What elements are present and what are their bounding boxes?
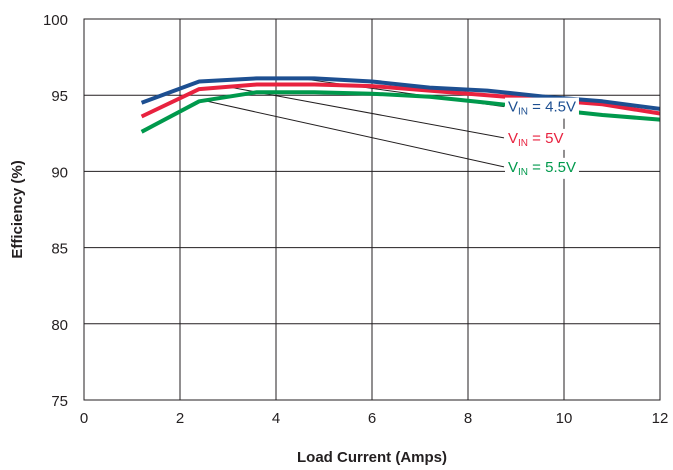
y-tick-labels: 75 80 85 90 95 100: [43, 12, 68, 410]
y-tick-label: 100: [43, 12, 68, 29]
y-tick-label: 85: [51, 241, 68, 258]
series-label: VIN = 4.5V: [508, 99, 576, 118]
x-tick-label: 0: [80, 410, 88, 427]
plot-frame: [83, 18, 661, 401]
x-axis-title: Load Current (Amps): [297, 449, 447, 466]
series-label-bg: [505, 157, 579, 179]
series-label: VIN = 5.5V: [508, 159, 576, 178]
x-tick-label: 6: [368, 410, 376, 427]
leader-line: [203, 100, 505, 168]
series-label-bg: [505, 128, 567, 150]
y-tick-label: 80: [51, 317, 68, 334]
x-tick-label: 2: [176, 410, 184, 427]
x-tick-label: 12: [652, 410, 669, 427]
leader-line: [227, 86, 505, 139]
series-label-bg: [505, 97, 579, 119]
x-tick-labels: 0 2 4 6 8 10 12: [80, 410, 669, 427]
y-tick-label: 95: [51, 88, 68, 105]
y-tick-label: 90: [51, 164, 68, 181]
x-tick-label: 10: [556, 410, 573, 427]
x-tick-label: 8: [464, 410, 472, 427]
grid: [83, 18, 661, 401]
x-tick-label: 4: [272, 410, 280, 427]
y-axis-title: Efficiency (%): [9, 160, 26, 258]
series-lines: [140, 76, 661, 134]
series-labels: VIN = 4.5V VIN = 5V VIN = 5.5V: [505, 97, 579, 179]
series-label: VIN = 5V: [508, 130, 563, 149]
y-tick-label: 75: [51, 393, 68, 410]
